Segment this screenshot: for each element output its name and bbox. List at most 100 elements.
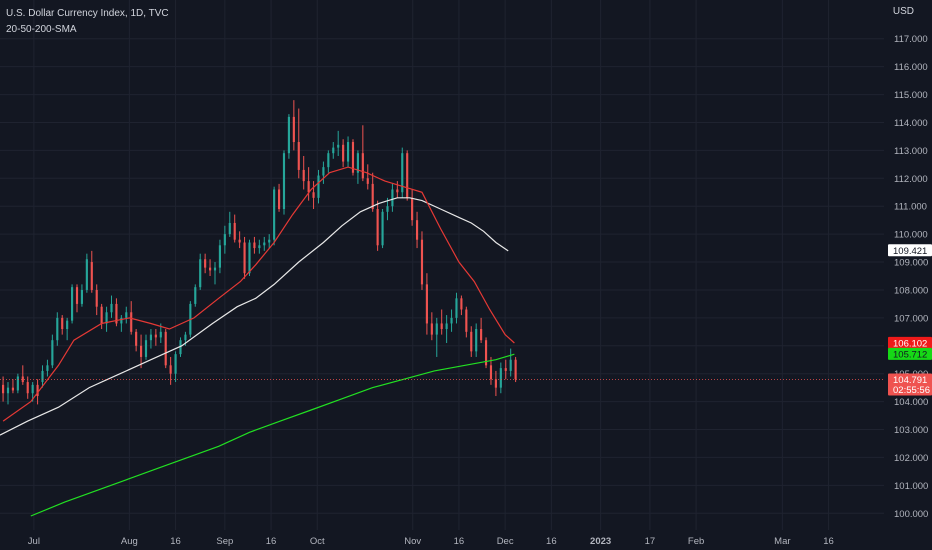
candle-body[interactable]: [489, 365, 493, 380]
candle-body[interactable]: [366, 178, 369, 184]
candle-body[interactable]: [36, 384, 39, 397]
candle-body[interactable]: [144, 340, 148, 357]
candle-body[interactable]: [80, 289, 84, 304]
candle-body[interactable]: [411, 197, 414, 221]
candle-body[interactable]: [277, 189, 281, 210]
candle-body[interactable]: [248, 242, 251, 274]
candle-body[interactable]: [484, 340, 488, 366]
candle-body[interactable]: [26, 382, 29, 394]
candle-body[interactable]: [204, 259, 207, 268]
candle-body[interactable]: [420, 239, 424, 285]
candle-body[interactable]: [16, 376, 19, 391]
candle-body[interactable]: [312, 192, 315, 198]
candle-body[interactable]: [322, 167, 325, 176]
candle-body[interactable]: [287, 116, 290, 154]
candle-body[interactable]: [179, 340, 182, 355]
candle-body[interactable]: [376, 209, 379, 246]
candle-body[interactable]: [100, 306, 103, 324]
candle-body[interactable]: [233, 222, 236, 240]
candle-body[interactable]: [21, 376, 24, 383]
candle-body[interactable]: [120, 317, 123, 324]
candle-body[interactable]: [317, 175, 320, 198]
candle-body[interactable]: [238, 239, 241, 243]
candle-body[interactable]: [199, 259, 202, 288]
candle-body[interactable]: [425, 284, 428, 324]
candle-body[interactable]: [164, 331, 167, 366]
candle-body[interactable]: [228, 222, 231, 235]
candle-body[interactable]: [213, 267, 217, 271]
candle-body[interactable]: [499, 368, 502, 388]
candle-body[interactable]: [509, 359, 512, 371]
candle-body[interactable]: [75, 287, 79, 304]
candle-body[interactable]: [450, 317, 453, 324]
candle-body[interactable]: [396, 189, 399, 193]
candle-body[interactable]: [41, 370, 44, 383]
candle-body[interactable]: [66, 320, 69, 330]
candle-body[interactable]: [292, 116, 295, 143]
candle-body[interactable]: [282, 153, 286, 210]
candle-body[interactable]: [351, 142, 355, 173]
candle-body[interactable]: [273, 189, 276, 240]
candle-body[interactable]: [346, 142, 350, 162]
candle-body[interactable]: [415, 220, 419, 240]
candle-body[interactable]: [95, 289, 98, 307]
candle-body[interactable]: [401, 153, 404, 193]
candle-body[interactable]: [31, 384, 34, 394]
candle-body[interactable]: [435, 323, 438, 335]
candle-body[interactable]: [139, 345, 143, 357]
candle-body[interactable]: [386, 206, 389, 212]
candle-body[interactable]: [356, 153, 359, 173]
candle-body[interactable]: [194, 287, 197, 304]
candle-body[interactable]: [85, 259, 88, 290]
candle-body[interactable]: [263, 242, 266, 246]
candle-body[interactable]: [154, 334, 157, 338]
candle-body[interactable]: [381, 211, 384, 246]
candle-body[interactable]: [125, 312, 128, 318]
candle-body[interactable]: [297, 142, 300, 170]
candle-body[interactable]: [56, 317, 59, 341]
candle-body[interactable]: [268, 239, 271, 243]
candle-body[interactable]: [70, 287, 74, 321]
candle-body[interactable]: [332, 147, 335, 154]
candle-body[interactable]: [223, 234, 226, 246]
candle-body[interactable]: [11, 387, 15, 391]
candle-body[interactable]: [46, 365, 49, 371]
candle-body[interactable]: [243, 242, 246, 274]
candle-body[interactable]: [371, 183, 374, 210]
candle-body[interactable]: [391, 189, 394, 207]
candle-body[interactable]: [460, 298, 463, 310]
candle-body[interactable]: [253, 242, 256, 249]
candle-body[interactable]: [475, 329, 478, 352]
candle-body[interactable]: [110, 303, 113, 313]
candle-body[interactable]: [115, 303, 118, 324]
candle-body[interactable]: [51, 340, 54, 366]
candle-body[interactable]: [440, 323, 443, 330]
indicator-label[interactable]: 20-50-200-SMA: [6, 24, 77, 35]
candle-body[interactable]: [130, 312, 133, 332]
candle-body[interactable]: [494, 379, 497, 388]
candle-body[interactable]: [184, 334, 187, 341]
candle-body[interactable]: [406, 153, 409, 198]
candle-body[interactable]: [327, 153, 330, 168]
candle-body[interactable]: [90, 262, 93, 290]
candle-body[interactable]: [361, 153, 364, 179]
candle-body[interactable]: [480, 329, 483, 341]
candle-body[interactable]: [514, 359, 517, 380]
candle-body[interactable]: [470, 331, 473, 352]
candle-body[interactable]: [218, 245, 221, 268]
candle-body[interactable]: [208, 267, 212, 271]
candle-body[interactable]: [6, 387, 10, 394]
candle-body[interactable]: [61, 317, 64, 330]
candle-body[interactable]: [445, 323, 448, 330]
symbol-title[interactable]: U.S. Dollar Currency Index, 1D, TVC: [6, 8, 169, 19]
candle-body[interactable]: [302, 169, 305, 182]
candle-body[interactable]: [2, 384, 5, 394]
candle-body[interactable]: [307, 181, 310, 193]
candle-body[interactable]: [149, 334, 153, 341]
candle-body[interactable]: [159, 331, 162, 338]
candle-body[interactable]: [105, 312, 108, 324]
candle-body[interactable]: [169, 365, 172, 374]
candle-body[interactable]: [342, 144, 345, 162]
